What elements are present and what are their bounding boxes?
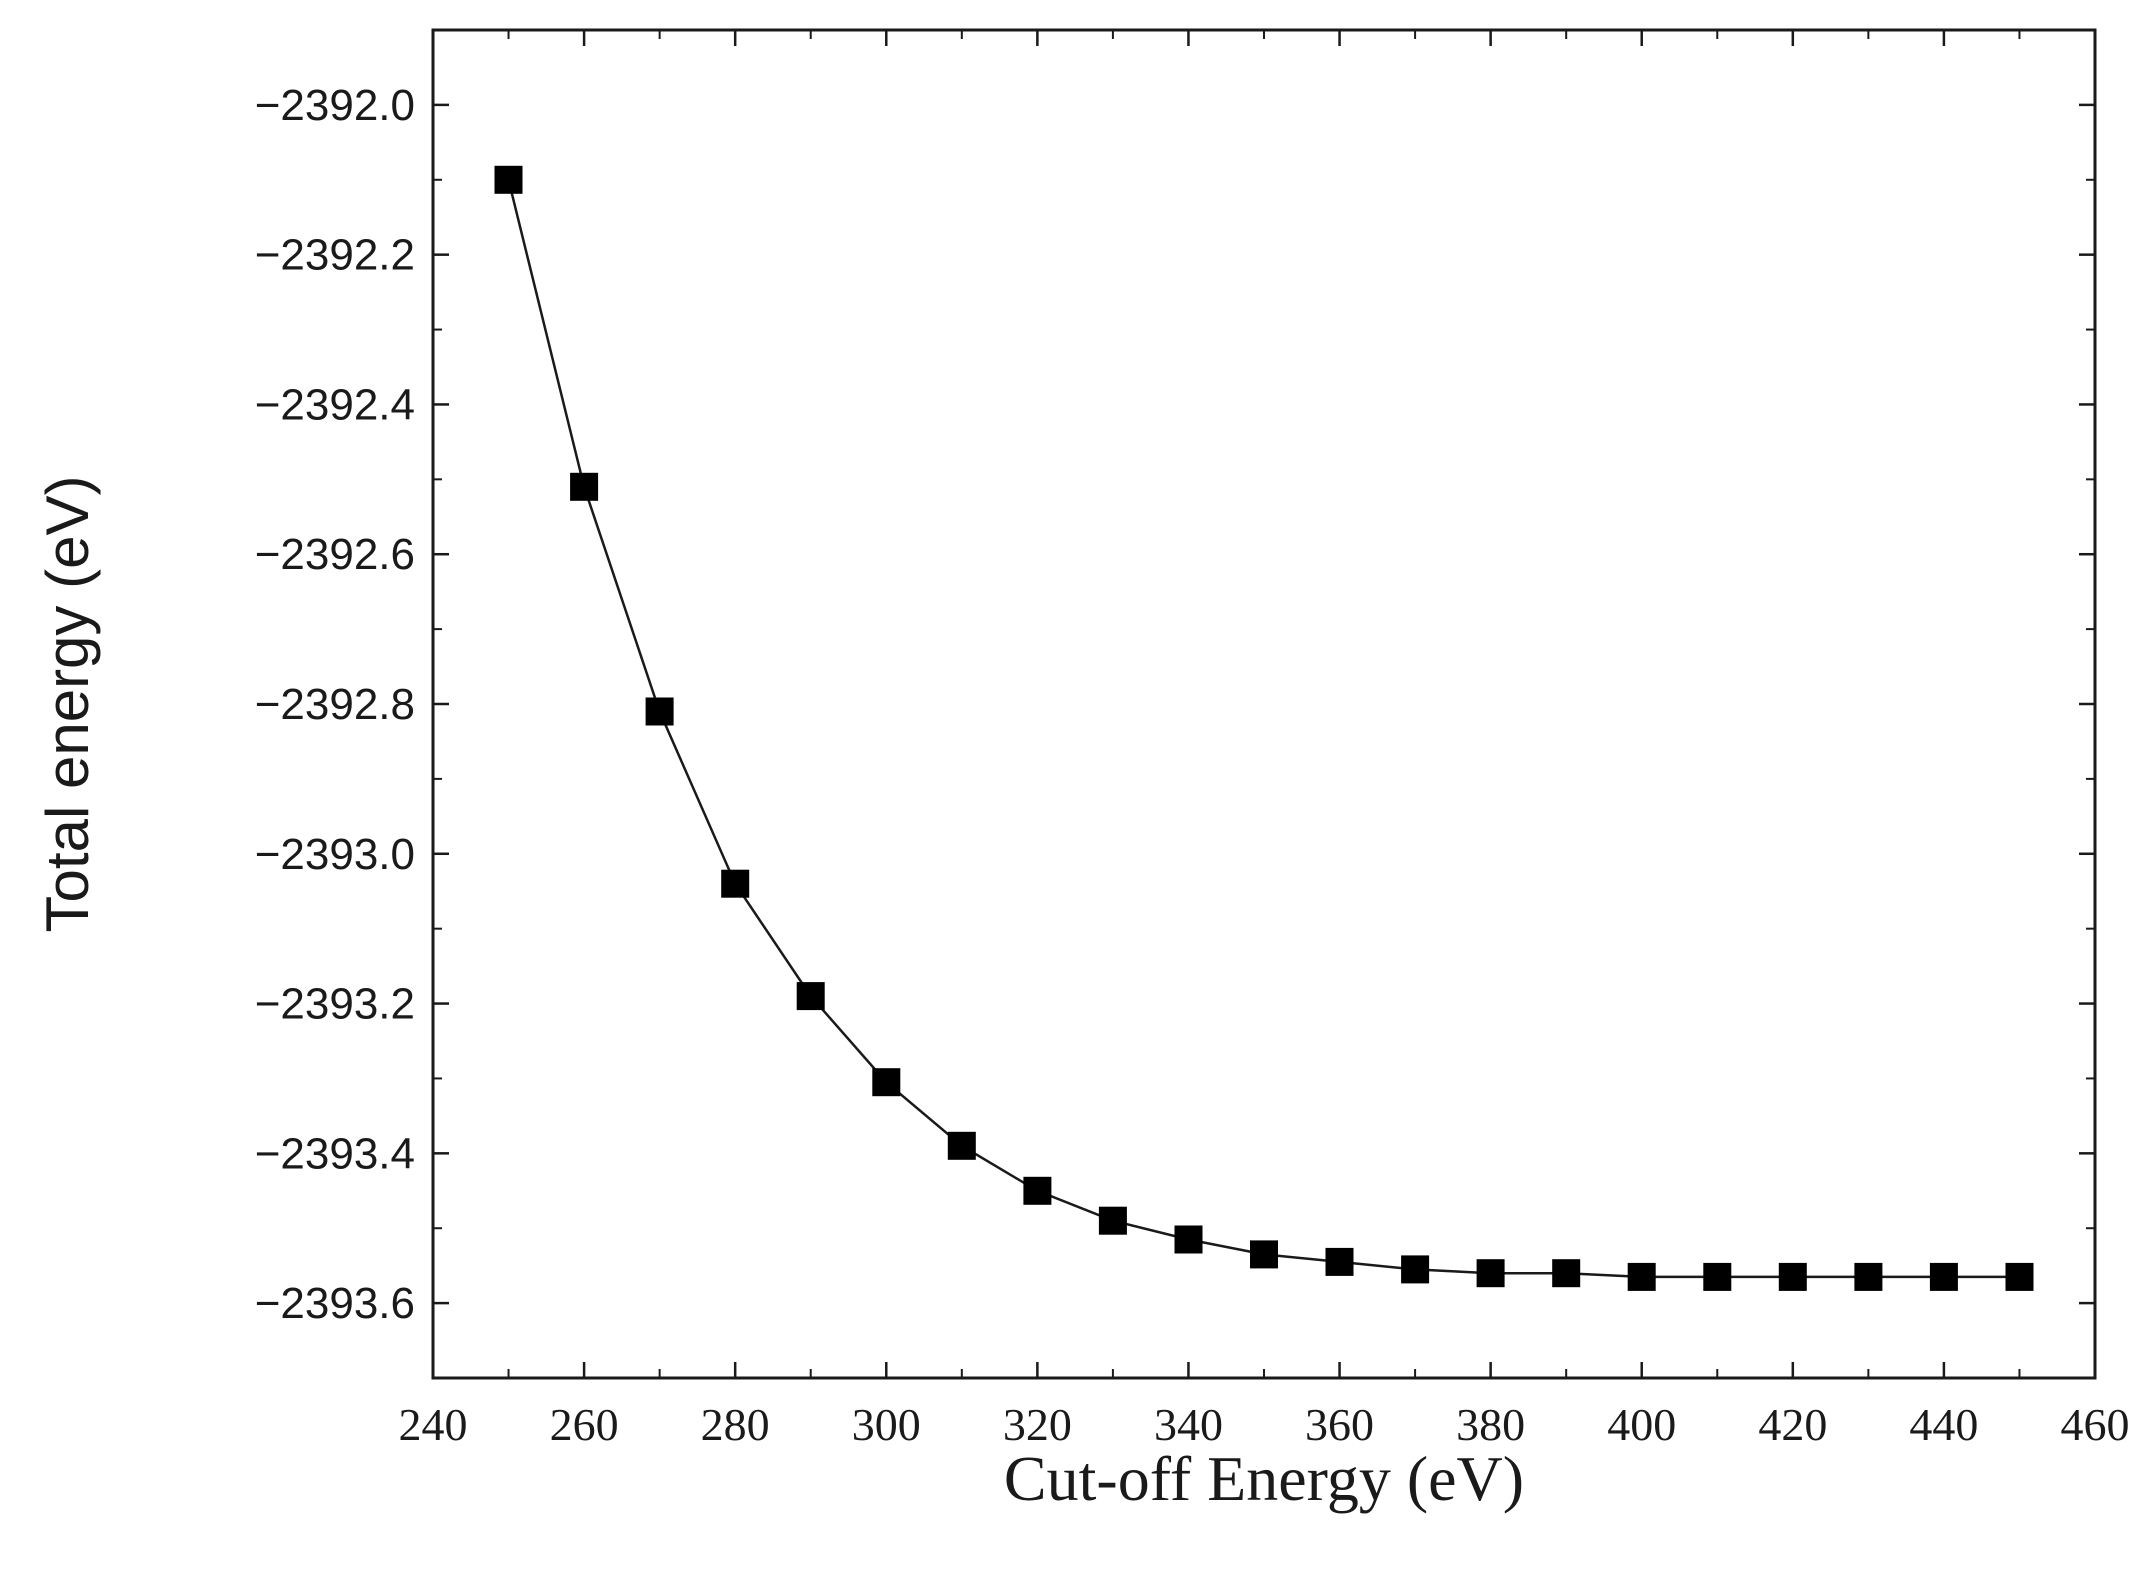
- data-point: [872, 1068, 901, 1097]
- data-point: [1250, 1240, 1278, 1269]
- x-tick-label: 320: [1003, 1399, 1072, 1450]
- data-point: [1552, 1259, 1581, 1288]
- y-tick-label: −2392.4: [255, 380, 415, 429]
- data-point: [645, 697, 674, 726]
- x-tick-label: 240: [399, 1399, 468, 1450]
- data-point: [721, 869, 750, 898]
- data-point: [1854, 1262, 1883, 1291]
- data-point: [1023, 1176, 1052, 1205]
- data-point: [947, 1131, 976, 1160]
- y-tick-label: −2393.6: [255, 1279, 415, 1328]
- data-point: [796, 982, 825, 1011]
- data-point: [2005, 1262, 2034, 1291]
- x-tick-label: 360: [1305, 1399, 1374, 1450]
- y-tick-label: −2392.6: [255, 530, 415, 579]
- x-tick-labels: 240 260 280 300 320 340 360 380 400 420 440 460: [399, 1399, 2130, 1450]
- y-tick-labels: −2392.0 −2392.2 −2392.4 −2392.6 −2392.8 −2393…: [255, 81, 415, 1328]
- plot-frame: [431, 28, 2097, 1380]
- x-axis-label: Cut-off Energy (eV): [1004, 1443, 1524, 1514]
- major-ticks: [431, 30, 2097, 1378]
- data-points: [494, 165, 2034, 1291]
- data-point: [1174, 1225, 1203, 1254]
- y-tick-label: −2393.4: [255, 1129, 415, 1178]
- data-point: [494, 165, 523, 194]
- y-tick-label: −2392.2: [255, 231, 415, 280]
- data-point: [1929, 1262, 1958, 1291]
- data-point: [1325, 1247, 1354, 1276]
- y-axis-label: Total energy (eV): [34, 476, 101, 933]
- data-point: [1098, 1206, 1127, 1235]
- data-point: [1778, 1262, 1807, 1291]
- x-tick-label: 460: [2061, 1399, 2130, 1450]
- y-tick-label: −2392.0: [255, 81, 415, 130]
- x-tick-label: 440: [1909, 1399, 1978, 1450]
- data-point: [1476, 1259, 1505, 1288]
- data-point: [570, 472, 599, 501]
- data-point: [1401, 1255, 1430, 1284]
- y-tick-label: −2393.2: [255, 980, 415, 1029]
- x-tick-label: 280: [701, 1399, 770, 1450]
- data-point: [1703, 1262, 1732, 1291]
- x-tick-label: 260: [550, 1399, 619, 1450]
- x-tick-label: 340: [1154, 1399, 1223, 1450]
- x-tick-label: 300: [852, 1399, 921, 1450]
- x-tick-label: 420: [1758, 1399, 1827, 1450]
- data-point: [1627, 1262, 1656, 1291]
- x-tick-label: 400: [1607, 1399, 1676, 1450]
- y-tick-label: −2392.8: [255, 680, 415, 729]
- x-tick-label: 380: [1456, 1399, 1525, 1450]
- y-tick-label: −2393.0: [255, 830, 415, 879]
